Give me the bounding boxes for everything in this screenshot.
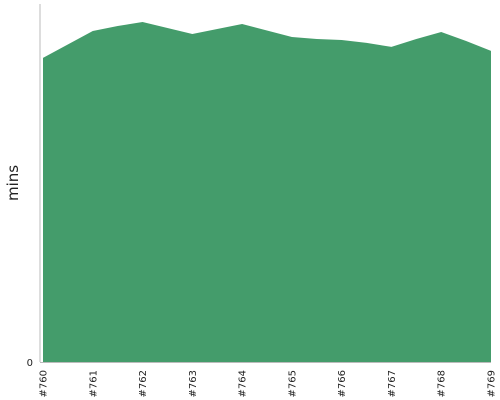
y-tick-label: 0 [27,358,33,369]
x-tick-label: #768 [437,370,448,397]
x-tick-label: #767 [387,370,398,397]
x-tick-label: #761 [88,370,99,397]
x-tick-labels: #760 #761 #762 #763 #764 #765 #766 #767 #768 #769 [39,370,498,397]
x-tick-label: #760 [39,370,50,397]
x-tick-label: #766 [337,370,348,397]
x-tick-label: #763 [188,370,199,397]
x-tick-label: #769 [487,370,498,397]
x-tick-label: #765 [287,370,298,397]
x-tick-label: #764 [238,370,249,397]
x-tick-label: #762 [138,370,149,397]
y-axis-title: mins [4,165,22,201]
y-tick-labels: 0 [27,358,33,369]
area-series [43,21,491,363]
